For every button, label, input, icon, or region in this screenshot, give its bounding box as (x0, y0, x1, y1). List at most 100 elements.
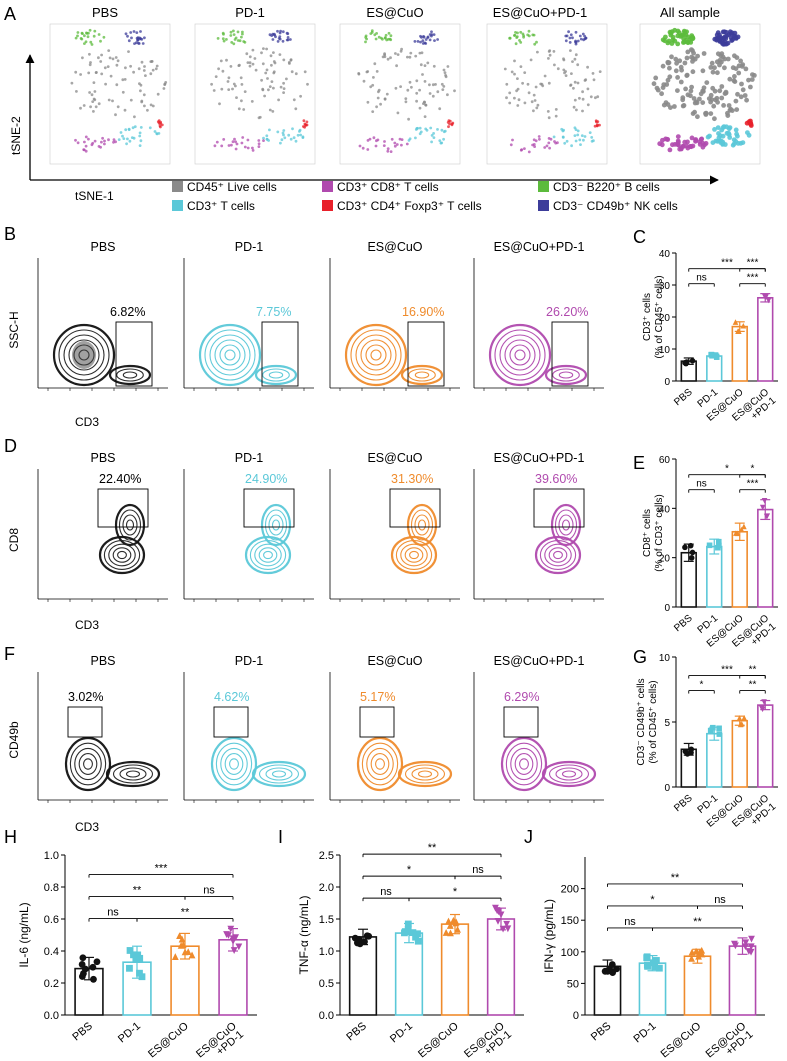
flow-density-upper (558, 514, 574, 536)
tsne-dot (419, 40, 422, 44)
tsne-dot (70, 81, 74, 85)
tsne-dot (575, 108, 578, 112)
tsne-dot (371, 83, 375, 87)
tsne-dot (443, 71, 447, 75)
tsne-dot (137, 41, 140, 45)
tsne-dot (564, 39, 568, 43)
x-tick-label-line: PBS (70, 1020, 95, 1043)
tsne-dot (241, 32, 244, 36)
flow-density-lower (553, 550, 563, 560)
flow-density-main (355, 334, 397, 376)
tsne-dot (273, 33, 276, 37)
flow-gate-percent: 3.02% (68, 690, 103, 704)
flow-density-main (224, 753, 244, 775)
tsne-dot (268, 128, 271, 132)
tsne-dot (97, 33, 101, 36)
tsne-dot (685, 49, 691, 55)
tsne-dot (547, 81, 551, 85)
tsne-dot (280, 138, 284, 142)
tsne-dot (682, 139, 688, 145)
tsne-dot (436, 38, 439, 41)
bar (731, 719, 748, 788)
flow-gate (97, 488, 149, 528)
flow-density-tail (108, 364, 152, 386)
tsne-dot (88, 28, 92, 32)
tsne-dot (744, 97, 749, 103)
y-tick-label: 0.6 (44, 914, 59, 926)
tsne-dot (230, 143, 233, 147)
data-point (442, 929, 450, 936)
tsne-dot (124, 128, 128, 132)
tsne-dot (418, 88, 421, 92)
tsne-plots (49, 23, 761, 165)
tsne-plot-4 (639, 23, 761, 165)
tsne-dot (547, 141, 551, 145)
tsne-dot (699, 136, 705, 142)
data-point (759, 706, 766, 713)
tsne-legend: CD45⁺ Live cells CD3⁺ T cells CD3⁺ CD8⁺ T … (172, 180, 678, 213)
tsne-title-escuo: ES@CuO (366, 5, 423, 20)
data-point (404, 926, 412, 933)
tsne-dot (554, 114, 558, 118)
tsne-dot (232, 29, 235, 33)
tsne-dot (548, 49, 552, 52)
tsne-dot (589, 95, 593, 99)
flow-density-main (224, 349, 236, 361)
flow-density-main (514, 349, 526, 361)
flow-density-lower (244, 535, 292, 575)
tsne-dot (103, 66, 107, 70)
data-point (688, 555, 695, 561)
tsne-dot (722, 29, 727, 35)
tsne-dot (282, 81, 285, 85)
tsne-dot (87, 71, 91, 75)
tsne-dot (271, 38, 275, 41)
flow-gate-percent: 4.62% (214, 690, 249, 704)
tsne-dot (379, 102, 382, 106)
tsne-dot (676, 142, 681, 148)
tsne-dot (142, 69, 146, 72)
x-tick-label: ES@CuO (659, 1020, 704, 1061)
tsne-dot (700, 88, 706, 94)
tsne-dot (418, 106, 422, 110)
panel-b: B PBS 6.82% PD-1 7.75% ES@CuO 16.90% ES@CuO+PD… (4, 224, 604, 429)
flow-gate (533, 488, 585, 528)
tsne-dot (262, 139, 265, 143)
tsne-dot (556, 67, 560, 71)
flow-density-tail (105, 760, 161, 788)
flow-gate-percent: 16.90% (402, 305, 444, 319)
tsne-dot (129, 31, 133, 34)
tsne-dot (673, 56, 679, 62)
tsne-dot (229, 65, 233, 68)
tsne-dot (74, 138, 77, 142)
tsne-dot (562, 68, 566, 72)
tsne-dot (265, 134, 269, 138)
tsne-dot (714, 32, 720, 38)
tsne-dot (146, 108, 149, 112)
tsne-dot (139, 126, 143, 129)
tsne-dot (708, 99, 713, 105)
flow-density-tail (414, 371, 430, 379)
flow-density-main (356, 736, 404, 792)
tsne-dot (132, 70, 136, 74)
flow-gate (503, 706, 539, 738)
sig-label: ** (671, 872, 680, 884)
tsne-dot (660, 85, 666, 90)
y-tick-label: 1.0 (319, 946, 334, 958)
tsne-dot (386, 57, 390, 61)
tsne-dot (91, 100, 95, 103)
tsne-dot (87, 31, 90, 35)
flow-density-main (505, 742, 543, 786)
x-tick-label-line: ES@CuO (146, 1020, 191, 1061)
flow-plot-0: PBS 6.82% (37, 240, 168, 391)
tsne-dot (357, 72, 361, 76)
flow-plot-2: ES@CuO 31.30% (329, 451, 460, 602)
tsne-dot (520, 148, 524, 152)
data-point (682, 748, 689, 755)
tsne-dot (679, 67, 684, 73)
tsne-dot (710, 85, 716, 91)
flow-density-main (370, 753, 390, 775)
tsne-dot (108, 56, 112, 60)
tsne-dot (261, 87, 265, 91)
tsne-dot (361, 146, 365, 150)
tsne-dot (720, 54, 726, 60)
